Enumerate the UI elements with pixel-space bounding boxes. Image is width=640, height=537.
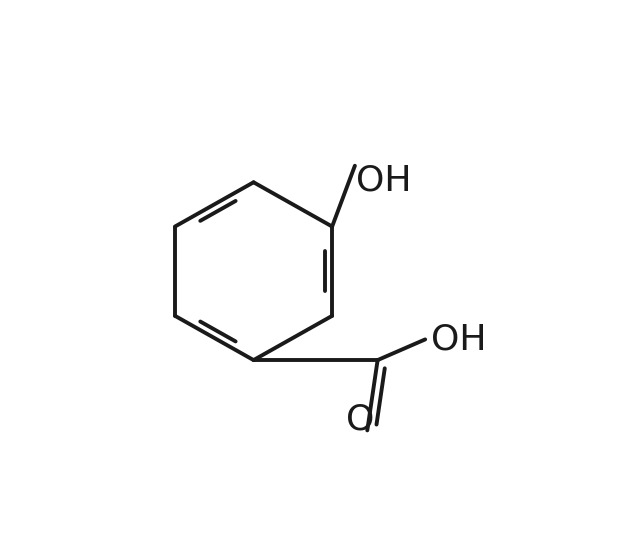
- Text: O: O: [346, 403, 374, 437]
- Text: OH: OH: [431, 322, 487, 357]
- Text: OH: OH: [356, 164, 412, 198]
